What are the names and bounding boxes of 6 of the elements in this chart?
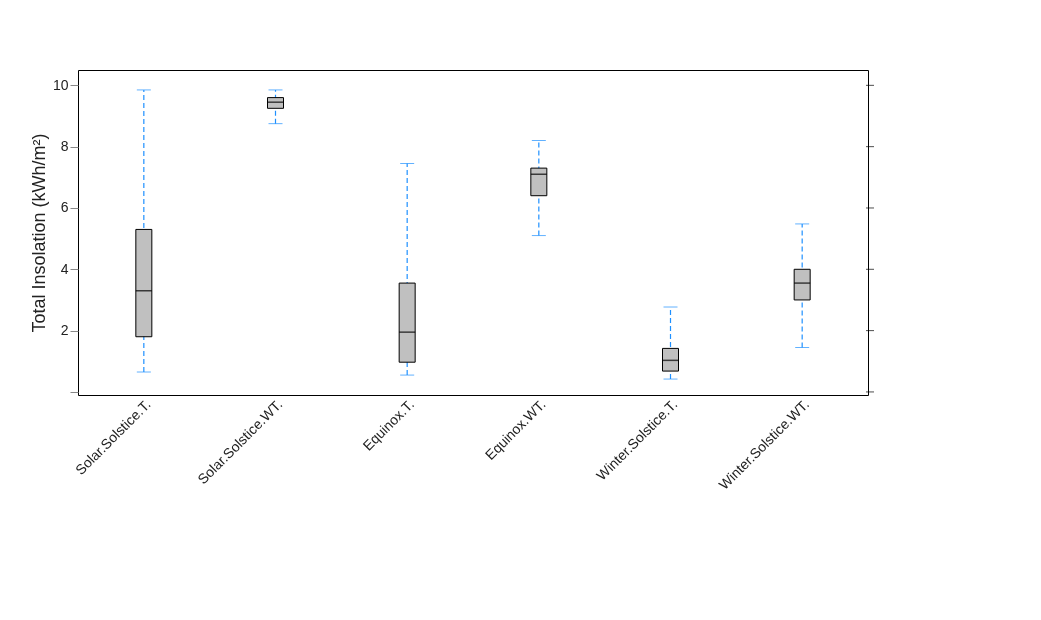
y-tick-label: 10 — [52, 76, 69, 93]
y-tick-label: 4 — [60, 260, 69, 277]
y-axis-title: Total Insolation (kWh/m²) — [28, 133, 49, 333]
y-tick-label: 6 — [60, 199, 69, 216]
y-tick-label: 8 — [60, 138, 69, 155]
y-tick-label: 2 — [60, 322, 69, 339]
